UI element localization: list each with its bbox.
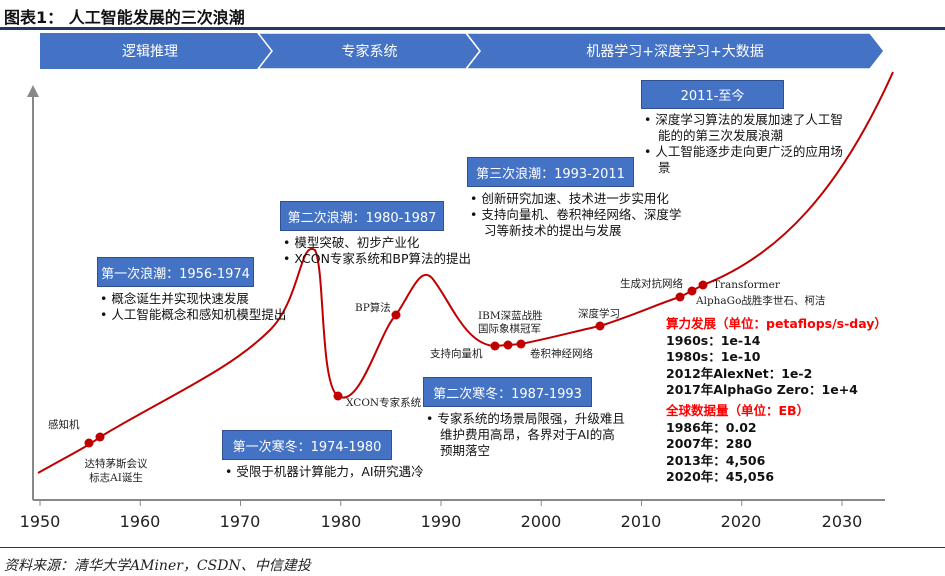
wave-4-box: 2011-至今 — [641, 80, 784, 109]
milestone-dot-transformer — [698, 280, 708, 290]
x-tick: 1980 — [320, 512, 362, 531]
milestone-dot-cnn — [516, 339, 526, 349]
bullet: 支持向量机、卷积神经网络、深度学习等新技术的提出与发展 — [481, 207, 682, 238]
title-rule — [0, 27, 945, 30]
bullet: XCON专家系统和BP算法的提出 — [294, 251, 472, 266]
milestone-deep-learning: 深度学习 — [578, 308, 620, 320]
x-tick: 1970 — [219, 512, 261, 531]
data-row: 1986年：0.02 — [666, 419, 757, 435]
milestone-dot-perceptron — [84, 438, 94, 448]
milestone-gan: 生成对抗网络 — [620, 278, 683, 290]
footer-rule — [0, 547, 945, 548]
bullet: 概念诞生并实现快速发展 — [111, 291, 249, 306]
x-tick: 1990 — [420, 512, 462, 531]
compute-row: 1980s：1e-10 — [666, 349, 761, 364]
milestone-ibm: IBM深蓝战胜国际象棋冠军 — [478, 310, 543, 335]
x-tick: 2030 — [821, 512, 863, 531]
compute-row: 1960s：1e-14 — [666, 332, 761, 348]
phase-label-ml: 机器学习+深度学习+大数据 — [586, 44, 764, 60]
wave-1-bullets: • 概念诞生并实现快速发展 • 人工智能概念和感知机模型提出 — [100, 291, 287, 322]
wave-3-bullets: • 创新研究加速、技术进一步实用化 • 支持向量机、卷积神经网络、深度学习等新技术… — [470, 191, 682, 238]
data-row: 2013年：4,506 — [666, 452, 766, 468]
winter-2-bullets: • 专家系统的场景局限强，升级难且维护费用高昂，各界对于AI的高预期落空 — [426, 411, 625, 458]
milestone-dot-alphago — [687, 286, 697, 296]
phase-arrow-1 — [40, 33, 272, 69]
phase-label-expert: 专家系统 — [341, 44, 398, 60]
source-note: 资料来源：清华大学AMiner，CSDN、中信建投 — [4, 558, 311, 574]
wave-4-bullets: • 深度学习算法的发展加速了人工智能的的第三次发展浪潮 • 人工智能逐步走向更广泛… — [644, 112, 843, 175]
wave-2-bullets: • 模型突破、初步产业化 • XCON专家系统和BP算法的提出 — [283, 235, 472, 266]
x-tick: 1960 — [119, 512, 161, 531]
winter-1-bullets: • 受限于机器计算能力，AI研究遇冷 — [225, 464, 424, 479]
bullet: 创新研究加速、技术进一步实用化 — [481, 191, 669, 206]
x-tick: 2010 — [620, 512, 662, 531]
bullet: 专家系统的场景局限强，升级难且维护费用高昂，各界对于AI的高预期落空 — [437, 411, 625, 458]
milestone-dot-svm — [490, 341, 500, 351]
bullet: 受限于机器计算能力，AI研究遇冷 — [236, 464, 424, 479]
phase-arrow-3 — [464, 32, 885, 70]
wave-3-box: 第三次浪潮：1993-2011 — [467, 157, 634, 187]
bullet: 人工智能逐步走向更广泛的应用场景 — [655, 144, 843, 175]
y-axis-arrow — [27, 85, 39, 97]
milestone-cnn: 卷积神经网络 — [530, 348, 593, 360]
compute-row: 2012年AlexNet：1e-2 — [666, 365, 813, 381]
milestone-dot-xcon — [333, 391, 343, 401]
bullet: 人工智能概念和感知机模型提出 — [111, 307, 287, 322]
data-row: 2020年：45,056 — [666, 469, 775, 484]
compute-row: 2017年AlphaGo Zero：1e+4 — [666, 382, 858, 397]
wave-1-box: 第一次浪潮：1956-1974 — [97, 257, 254, 287]
milestone-bp: BP算法 — [355, 302, 391, 314]
milestone-dot-bp — [391, 310, 401, 320]
milestone-perceptron: 感知机 — [48, 419, 80, 431]
milestone-dot-deep-learning — [595, 321, 605, 331]
milestone-xcon: XCON专家系统 — [346, 397, 422, 409]
x-tick: 2000 — [520, 512, 562, 531]
data-row: 2007年：280 — [666, 436, 752, 451]
x-tick: 1950 — [19, 512, 61, 531]
winter-2-box: 第二次寒冬：1987-1993 — [423, 377, 592, 407]
milestone-dot-ibm — [503, 340, 513, 350]
milestone-transformer: Transformer — [713, 279, 780, 291]
milestone-dot-gan — [675, 292, 685, 302]
bullet: 深度学习算法的发展加速了人工智能的的第三次发展浪潮 — [655, 112, 843, 143]
compute-heading: 算力发展（单位：petaflops/s-day） — [666, 316, 887, 331]
bullet: 模型突破、初步产业化 — [294, 235, 420, 250]
compute-stats: 算力发展（单位：petaflops/s-day） 1960s：1e-14 198… — [666, 316, 887, 399]
wave-2-box: 第二次浪潮：1980-1987 — [280, 201, 444, 231]
milestone-svm: 支持向量机 — [430, 348, 483, 360]
milestone-dartmouth: 达特茅斯会议标志AI诞生 — [84, 458, 148, 484]
x-tick: 2020 — [720, 512, 762, 531]
figure-title: 图表1： 人工智能发展的三次浪潮 — [4, 8, 245, 27]
milestone-dot-dartmouth — [95, 432, 105, 442]
data-heading: 全球数据量（单位：EB） — [666, 403, 810, 418]
milestone-alphago: AlphaGo战胜李世石、柯洁 — [696, 295, 826, 307]
winter-1-box: 第一次寒冬：1974-1980 — [222, 430, 392, 460]
phase-label-logic: 逻辑推理 — [122, 44, 178, 60]
data-volume-stats: 全球数据量（单位：EB） 1986年：0.02 2007年：280 2013年：… — [666, 403, 809, 486]
